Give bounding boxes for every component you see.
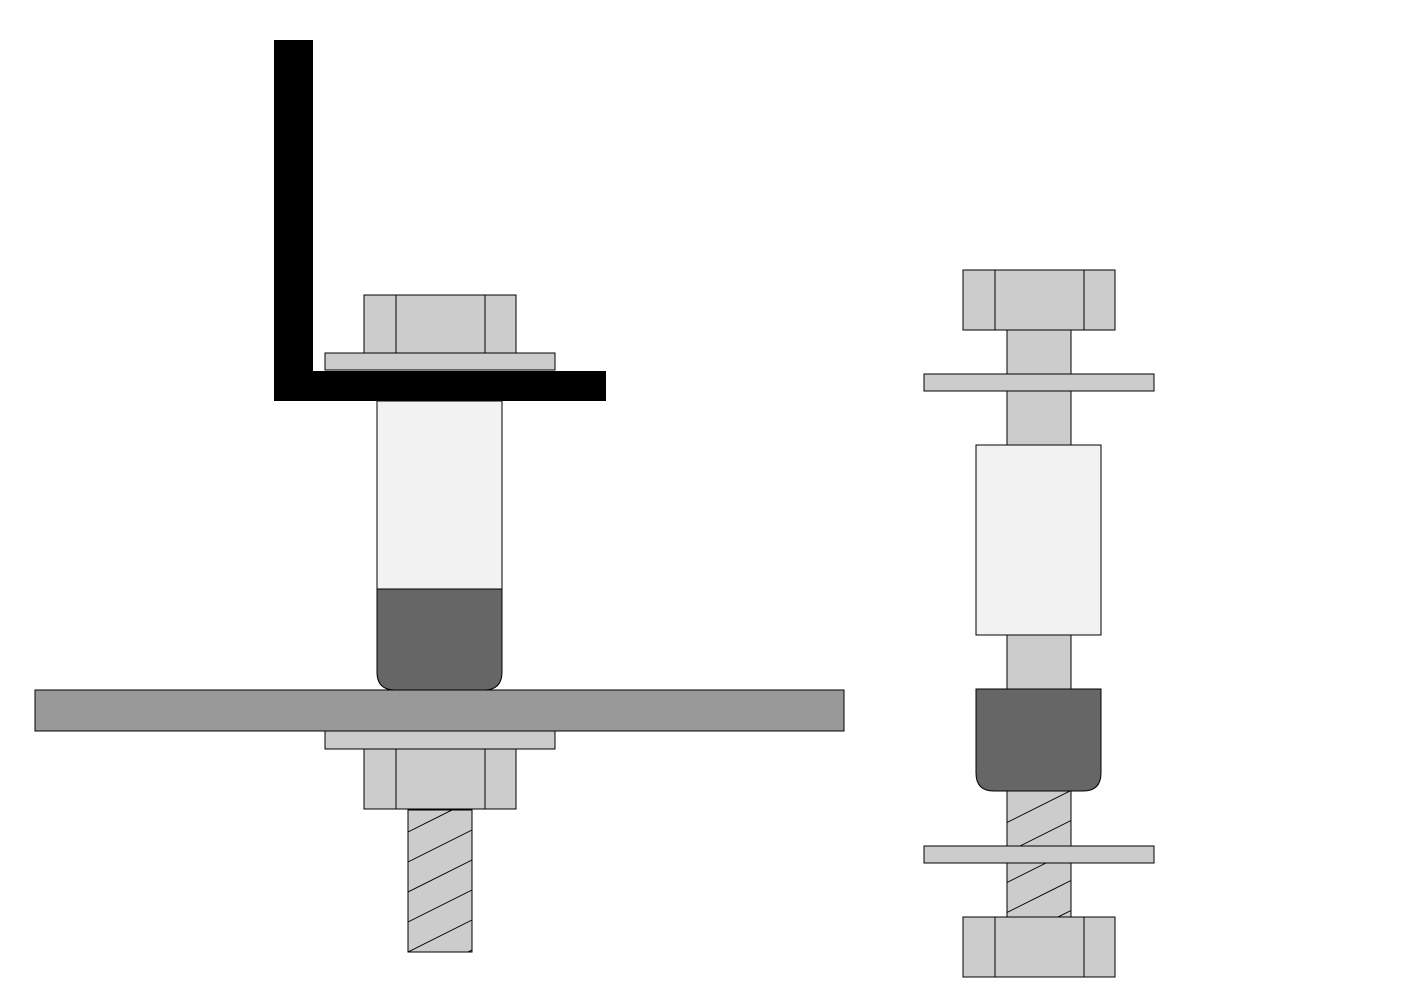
washer-bottom [324,730,556,750]
thread-hatching [408,810,472,952]
washer-top [324,352,556,371]
hex-bolt-head-top [363,294,517,354]
hex-nut-exploded [962,916,1116,978]
rubber-foot [376,588,503,691]
hex-nut-bottom [363,748,517,810]
washer-exploded-bottom [923,845,1155,864]
base-plate [34,689,845,732]
threaded-rod-outline [407,809,473,953]
hex-nut-body [962,916,1116,978]
hex-bolt-head-exploded [962,269,1116,331]
rubber-foot-exploded [975,688,1102,792]
assembled-view [34,40,845,953]
spacer [376,400,503,590]
angle-bracket [274,40,606,401]
threaded-rod [407,809,473,953]
exploded-view [923,269,1155,978]
hex-head-body [363,294,517,354]
hex-nut-body [363,748,517,810]
spacer-exploded [975,444,1102,636]
hex-head-body [962,269,1116,331]
washer-exploded-top [923,373,1155,392]
threaded-rod-body [408,810,472,952]
